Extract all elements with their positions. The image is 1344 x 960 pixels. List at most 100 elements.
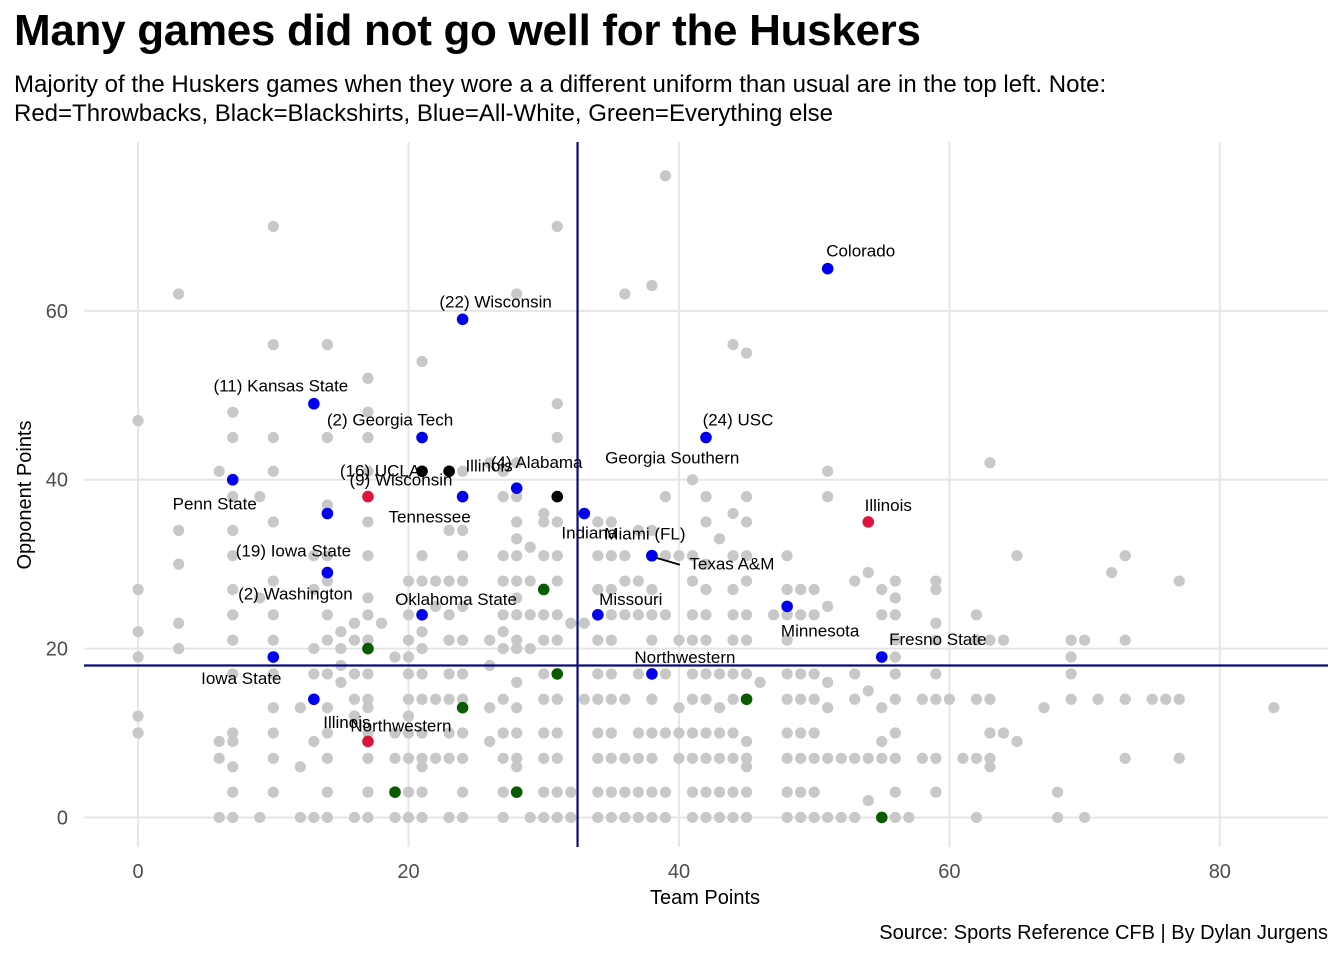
game-point	[402, 575, 415, 587]
highlighted-game-point	[740, 693, 753, 706]
game-point	[335, 676, 347, 688]
game-point	[497, 693, 509, 705]
game-point	[1119, 550, 1131, 562]
game-point	[727, 786, 739, 798]
game-point	[605, 693, 617, 705]
game-point	[1160, 693, 1172, 705]
game-point	[267, 609, 279, 621]
game-point	[362, 786, 374, 798]
x-axis-title: Team Points	[650, 887, 760, 909]
game-point	[335, 626, 347, 638]
game-point	[538, 668, 550, 680]
y-axis-title: Opponent Points	[14, 421, 36, 570]
game-label: (2) Washington	[238, 585, 353, 604]
game-point	[659, 786, 672, 798]
game-label: (19) Iowa State	[236, 541, 351, 560]
game-point	[984, 752, 996, 764]
game-point	[443, 693, 455, 705]
game-point	[727, 609, 739, 621]
game-point	[632, 668, 644, 680]
game-point	[1051, 811, 1064, 824]
game-point	[173, 642, 185, 655]
game-label: Northwestern	[634, 648, 735, 667]
game-point	[416, 355, 428, 368]
game-point	[565, 811, 577, 824]
game-point	[227, 583, 239, 596]
game-point	[402, 786, 415, 798]
game-point	[632, 609, 644, 621]
game-point	[686, 575, 699, 587]
game-point	[605, 752, 617, 764]
game-point	[362, 727, 374, 739]
game-point	[740, 752, 753, 764]
game-label: Indiana	[561, 523, 617, 542]
game-point	[808, 727, 820, 739]
game-point	[632, 727, 644, 739]
game-point	[930, 752, 942, 764]
game-point	[551, 693, 563, 705]
game-point	[362, 668, 374, 680]
game-point	[795, 752, 807, 764]
game-point	[551, 609, 563, 621]
game-point	[970, 609, 983, 621]
game-point	[1065, 651, 1077, 663]
game-point	[524, 642, 536, 655]
game-point	[727, 668, 739, 680]
game-point	[1038, 702, 1050, 714]
highlighted-game-point	[416, 465, 428, 478]
highlighted-game-point	[537, 583, 550, 596]
game-point	[889, 609, 901, 621]
game-point	[227, 811, 239, 824]
game-label: Fresno State	[889, 630, 986, 649]
game-point	[930, 575, 942, 587]
game-point	[362, 465, 374, 477]
game-point	[551, 431, 563, 444]
game-point	[1268, 702, 1280, 714]
game-point	[795, 811, 807, 824]
game-point	[795, 693, 807, 705]
game-point	[795, 609, 807, 621]
game-point	[511, 457, 523, 469]
game-point	[227, 761, 239, 773]
game-point	[619, 693, 631, 705]
game-point	[632, 575, 644, 587]
game-label: Minnesota	[781, 621, 860, 640]
x-tick-label: 40	[668, 861, 690, 883]
game-point	[497, 642, 509, 655]
game-point	[416, 693, 428, 705]
x-tick-label: 80	[1209, 861, 1231, 883]
highlighted-game-point	[862, 516, 875, 528]
highlighted-game-point	[321, 507, 334, 520]
highlighted-game-point	[700, 431, 712, 444]
game-point	[916, 752, 928, 764]
game-point	[740, 634, 753, 646]
game-point	[267, 465, 279, 477]
highlighted-game-point	[362, 735, 374, 748]
game-point	[889, 693, 901, 705]
game-point	[173, 558, 185, 570]
game-point	[362, 372, 374, 385]
game-point	[659, 491, 672, 503]
game-label: (2) Georgia Tech	[327, 411, 453, 430]
game-point	[781, 583, 793, 596]
game-point	[321, 702, 333, 714]
game-point	[416, 550, 428, 562]
game-point	[592, 693, 604, 705]
game-point	[348, 693, 361, 705]
highlighted-game-point	[456, 701, 469, 714]
game-point	[646, 524, 658, 536]
game-point	[808, 583, 820, 596]
game-point	[538, 634, 550, 646]
game-point	[930, 668, 942, 680]
game-point	[565, 786, 577, 798]
game-point	[605, 609, 617, 621]
game-point	[321, 727, 333, 739]
game-point	[713, 668, 726, 680]
game-point	[321, 339, 333, 351]
game-point	[389, 811, 401, 824]
game-point	[876, 735, 888, 748]
game-point	[538, 727, 550, 739]
game-point	[173, 524, 185, 536]
game-point	[862, 566, 874, 579]
